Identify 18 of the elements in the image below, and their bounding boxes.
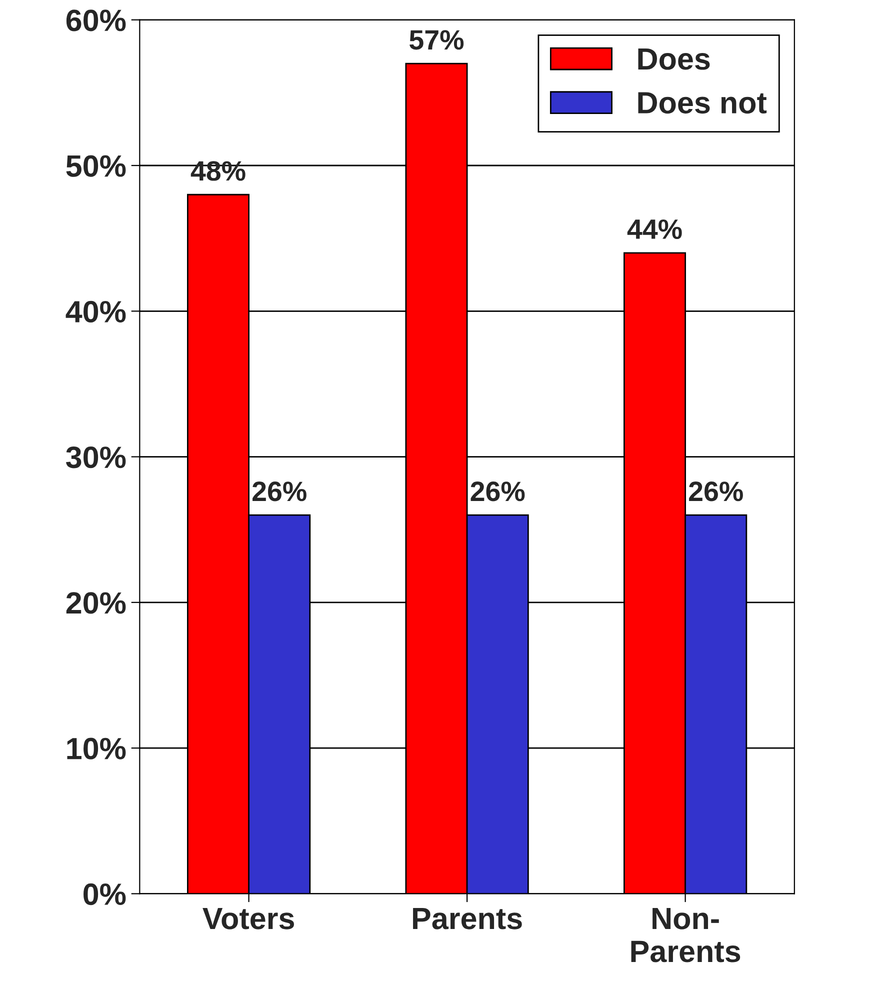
x-tick-label: Parents xyxy=(413,908,522,930)
y-tick-label: 60% xyxy=(66,10,126,32)
legend-label: Does not xyxy=(638,92,767,114)
data-label: 44% xyxy=(627,219,682,240)
legend-label: Does xyxy=(638,48,710,70)
y-tick-label: 20% xyxy=(66,592,126,614)
y-tick-label: 30% xyxy=(66,446,126,468)
x-tick-label: Voters xyxy=(202,908,294,930)
data-label: 26% xyxy=(689,482,743,502)
y-tick-label: 0% xyxy=(84,883,126,906)
y-tick-label: 50% xyxy=(66,155,126,177)
data-label: 48% xyxy=(190,161,246,181)
data-label: 57% xyxy=(410,30,464,50)
y-tick-label: 40% xyxy=(66,300,126,323)
data-label: 26% xyxy=(470,482,525,502)
y-tick-label: 10% xyxy=(67,738,126,760)
x-tick-label: Non- Parents xyxy=(631,908,740,962)
data-label: 26% xyxy=(252,482,306,502)
